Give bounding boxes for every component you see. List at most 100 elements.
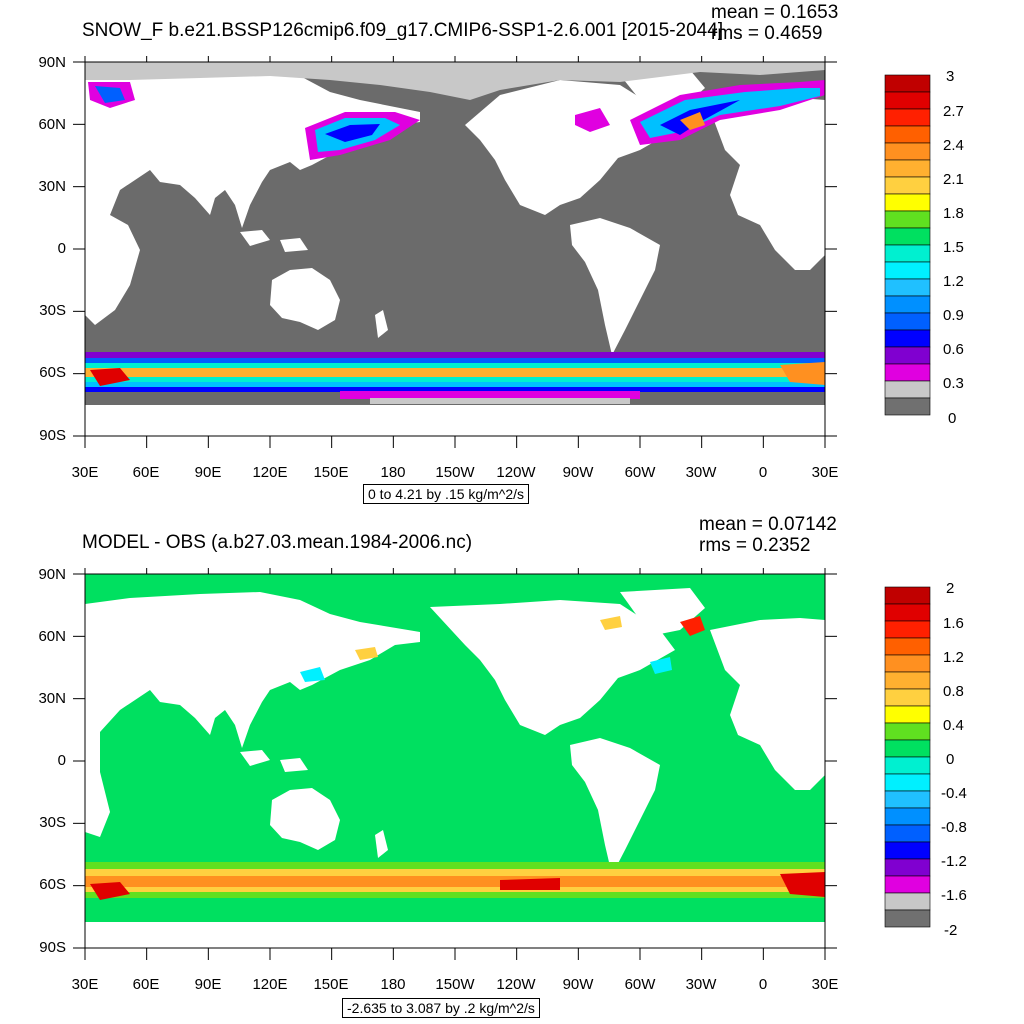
bottom-colorbar-label: 0.8 bbox=[943, 683, 964, 700]
bottom-colorbar-swatch bbox=[884, 824, 931, 843]
top-colorbar-swatch bbox=[884, 363, 931, 382]
top-southern-ocean-bands bbox=[85, 352, 825, 436]
bottom-colorbar-swatch bbox=[884, 909, 931, 928]
bottom-lon-label: 90E bbox=[194, 976, 222, 993]
top-lat-label-0: 0 bbox=[57, 240, 66, 257]
top-colorbar-label: 2.1 bbox=[943, 171, 964, 188]
bottom-colorbar-swatch bbox=[884, 654, 931, 673]
bottom-colorbar-swatch bbox=[884, 705, 931, 724]
bottom-lat-label-90n: 90N bbox=[38, 566, 66, 583]
bottom-colorbar bbox=[884, 586, 931, 928]
bottom-lon-label: 120E bbox=[252, 976, 288, 993]
top-colorbar bbox=[884, 74, 931, 416]
bottom-colorbar-swatch bbox=[884, 586, 931, 605]
bottom-lon-label: 60E bbox=[132, 976, 160, 993]
bottom-colorbar-label: -1.2 bbox=[941, 853, 967, 870]
bottom-map-svg bbox=[73, 568, 837, 960]
bottom-colorbar-label: 0.4 bbox=[943, 717, 964, 734]
bottom-mean-value: mean = 0.07142 bbox=[699, 514, 837, 535]
top-lat-label-60s: 60S bbox=[39, 364, 66, 381]
bottom-colorbar-swatch bbox=[884, 790, 931, 809]
top-lon-label: 60W bbox=[624, 464, 656, 481]
top-colorbar-swatch bbox=[884, 227, 931, 246]
top-colorbar-swatch bbox=[884, 346, 931, 365]
bottom-colorbar-swatch bbox=[884, 603, 931, 622]
top-colorbar-swatch bbox=[884, 278, 931, 297]
bottom-colorbar-swatch bbox=[884, 773, 931, 792]
bottom-colorbar-swatch bbox=[884, 841, 931, 860]
top-arctic-snow bbox=[85, 62, 825, 100]
bottom-colorbar-label: 1.6 bbox=[943, 615, 964, 632]
top-lon-label: 30E bbox=[71, 464, 99, 481]
top-lon-label: 60E bbox=[132, 464, 160, 481]
bottom-map-ticks bbox=[73, 568, 837, 960]
bottom-lon-label: 30E bbox=[71, 976, 99, 993]
bottom-colorbar-label: 1.2 bbox=[943, 649, 964, 666]
top-colorbar-label: 2.7 bbox=[943, 103, 964, 120]
top-lon-label: 30W bbox=[685, 464, 717, 481]
bottom-anomaly-features bbox=[85, 616, 825, 900]
top-colorbar-label: 1.2 bbox=[943, 273, 964, 290]
top-map-contour-info: 0 to 4.21 by .15 kg/m^2/s bbox=[363, 484, 529, 504]
top-lon-label: 90E bbox=[194, 464, 222, 481]
top-colorbar-swatch bbox=[884, 193, 931, 212]
bottom-lat-label-60n: 60N bbox=[38, 628, 66, 645]
top-colorbar-swatch bbox=[884, 397, 931, 416]
bottom-colorbar-label: 0 bbox=[946, 751, 955, 768]
top-colorbar-label: 0 bbox=[948, 410, 957, 427]
top-colorbar-swatch bbox=[884, 91, 931, 110]
top-colorbar-swatch bbox=[884, 329, 931, 348]
bottom-colorbar-swatch bbox=[884, 858, 931, 877]
top-colorbar-swatch bbox=[884, 125, 931, 144]
bottom-lat-label-60s: 60S bbox=[39, 876, 66, 893]
bottom-colorbar-label: 2 bbox=[946, 580, 955, 597]
top-land-svg bbox=[73, 56, 837, 448]
bottom-lon-label: 180 bbox=[380, 976, 406, 993]
bottom-map-title: MODEL - OBS (a.b27.03.mean.1984-2006.nc) bbox=[82, 532, 473, 553]
top-colorbar-label: 0.3 bbox=[943, 375, 964, 392]
bottom-colorbar-swatch bbox=[884, 892, 931, 911]
bottom-lat-label-0: 0 bbox=[57, 752, 66, 769]
bottom-lat-label-30s: 30S bbox=[39, 814, 66, 831]
top-colorbar-swatch bbox=[884, 108, 931, 127]
top-land-masses bbox=[85, 68, 825, 355]
bottom-colorbar-swatch bbox=[884, 807, 931, 826]
top-colorbar-label: 3 bbox=[946, 68, 955, 85]
bottom-colorbar-swatch bbox=[884, 756, 931, 775]
bottom-lon-label: 120W bbox=[496, 976, 536, 993]
top-colorbar-swatch bbox=[884, 261, 931, 280]
bottom-lon-label: 60W bbox=[624, 976, 656, 993]
top-colorbar-swatch bbox=[884, 380, 931, 399]
bottom-lon-label: 30E bbox=[811, 976, 839, 993]
top-rms-value: rms = 0.4659 bbox=[711, 23, 823, 44]
bottom-lon-label: 30W bbox=[685, 976, 717, 993]
top-lat-label-90s: 90S bbox=[39, 427, 66, 444]
top-lon-label: 120E bbox=[252, 464, 288, 481]
bottom-lon-label: 150W bbox=[435, 976, 475, 993]
top-map-panel: SNOW_F b.e21.BSSP126cmip6.f09_g17.CMIP6-… bbox=[38, 2, 964, 504]
bottom-lon-label: 90W bbox=[562, 976, 594, 993]
bottom-colorbar-swatch bbox=[884, 620, 931, 639]
top-colorbar-label: 0.6 bbox=[943, 341, 964, 358]
bottom-lon-label: 150E bbox=[313, 976, 349, 993]
top-map-ticks bbox=[73, 56, 837, 448]
top-colorbar-swatch bbox=[884, 244, 931, 263]
top-lon-label: 180 bbox=[380, 464, 406, 481]
top-colorbar-swatch bbox=[884, 142, 931, 161]
top-colorbar-label: 2.4 bbox=[943, 137, 964, 154]
top-mean-value: mean = 0.1653 bbox=[711, 2, 839, 23]
bottom-colorbar-label: -2 bbox=[944, 922, 958, 939]
top-lon-label: 0 bbox=[758, 464, 768, 481]
top-lat-label-30n: 30N bbox=[38, 178, 66, 195]
top-lat-label-60n: 60N bbox=[38, 116, 66, 133]
top-lon-label: 120W bbox=[496, 464, 536, 481]
top-snow-features bbox=[88, 80, 825, 160]
bottom-colorbar-swatch bbox=[884, 739, 931, 758]
bottom-map-panel: MODEL - OBS (a.b27.03.mean.1984-2006.nc)… bbox=[0, 512, 1024, 1024]
top-lon-label: 30E bbox=[811, 464, 839, 481]
bottom-rms-value: rms = 0.2352 bbox=[699, 535, 811, 556]
top-colorbar-label: 0.9 bbox=[943, 307, 964, 324]
top-map-title: SNOW_F b.e21.BSSP126cmip6.f09_g17.CMIP6-… bbox=[82, 20, 724, 41]
bottom-colorbar-swatch bbox=[884, 875, 931, 894]
bottom-colorbar-swatch bbox=[884, 688, 931, 707]
